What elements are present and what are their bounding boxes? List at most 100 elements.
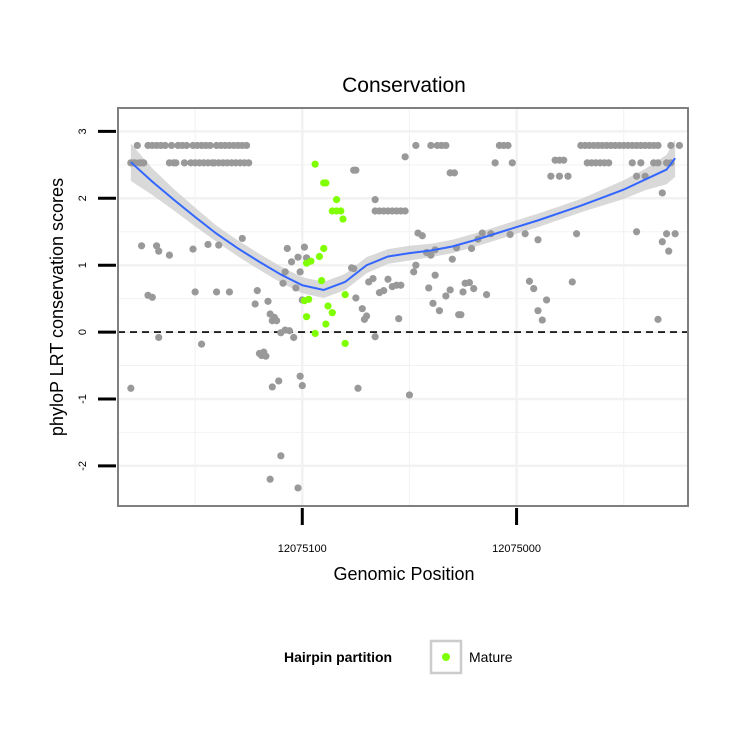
hairpin-point [405,391,414,399]
hairpin-point [294,253,302,261]
hairpin-point [251,300,259,308]
hairpin-point [637,159,645,167]
hairpin-point [605,159,613,167]
hairpin-point [155,247,163,255]
hairpin-point [189,245,197,253]
hairpin-point [429,299,437,307]
hairpin-point [410,268,418,276]
hairpin-point [542,296,551,304]
y-tick-label: 0 [77,329,89,335]
hairpin-point [427,141,435,150]
smooth-trend-line [130,157,676,291]
hairpin-point [538,316,546,324]
y-tick-label: -2 [77,461,89,471]
hairpin-point [268,383,276,391]
hairpin-point [534,307,542,315]
hairpin-point [266,475,274,483]
hairpin-point [182,141,191,150]
hairpin-point [285,327,294,335]
hairpin-point [161,141,169,150]
x-tick-label: 12075000 [492,543,541,555]
confidence-band [130,139,676,298]
hairpin-point [395,315,403,323]
hairpin-point [197,340,206,348]
hairpin-point [482,291,491,299]
mature-point [339,215,347,223]
hairpin-point [675,141,684,150]
hairpin-point [425,284,433,292]
hairpin-point [508,159,516,167]
hairpin-point [530,285,538,293]
mature-point [341,291,349,299]
hairpin-point [568,278,576,286]
x-tick-label: 12075100 [278,543,327,555]
hairpin-point [238,234,246,243]
hairpin-point [467,244,476,253]
hairpin-point [298,381,306,390]
hairpin-point [165,251,174,259]
hairpin-point [180,159,189,167]
hairpin-point [215,241,223,249]
legend-mature-label: Mature [469,649,513,665]
mature-point [332,196,341,204]
hairpin-point [352,166,360,174]
hairpin-point [435,307,444,315]
hairpin-point [290,333,298,342]
hairpin-point [275,377,283,385]
hairpin-point [418,232,426,240]
y-axis: -2 -1 0 1 2 3 [77,128,116,471]
hairpin-point [253,287,261,295]
hairpin-point [504,141,512,150]
hairpin-point [296,268,304,276]
hairpin-point [412,141,420,150]
hairpin-point [296,372,304,380]
hairpin-point [140,159,148,167]
hairpin-point [491,159,499,167]
hairpin-point [371,196,379,204]
hairpin-point [665,247,673,255]
hairpin-point [628,159,636,167]
hairpin-point [279,279,287,287]
hairpin-point [521,230,529,238]
mature-point [317,276,326,285]
y-tick-label: 3 [77,128,89,134]
hairpin-point [564,172,572,180]
mature-point [305,295,313,303]
hairpin-point [281,268,289,276]
hairpin-point [206,141,214,150]
hairpin-point [172,159,180,167]
hairpin-point [262,352,270,360]
hairpin-point [658,189,666,197]
chart-title: Conservation [342,74,466,97]
hairpin-point [547,172,555,180]
hairpin-point [470,285,478,293]
hairpin-point [277,452,285,460]
hairpin-point [667,141,675,150]
hairpin-point [133,141,141,150]
x-axis-title: Genomic Position [333,564,474,584]
hairpin-point [155,333,163,342]
x-axis: 12075100 12075000 [278,508,541,555]
hairpin-point [384,275,392,283]
hairpin-point [572,230,581,238]
panel-border [117,107,689,507]
hairpin-point [465,278,474,287]
hairpin-point [457,311,465,319]
legend-mature-swatch [442,653,450,661]
legend: Hairpin partition Mature [284,639,513,675]
hairpin-point [148,293,156,301]
hairpin-point [245,159,253,167]
hairpin-point [442,292,450,300]
mature-point [322,320,330,328]
hairpin-point [654,141,662,150]
hairpin-point [352,294,360,302]
mature-point [302,313,311,321]
mature-point [341,339,349,348]
hairpin-point [478,229,486,237]
hairpin-point [167,141,176,150]
panel-background [118,108,688,506]
hairpin-point [212,288,221,296]
y-tick-label: -1 [77,394,89,404]
mature-point [322,179,330,187]
